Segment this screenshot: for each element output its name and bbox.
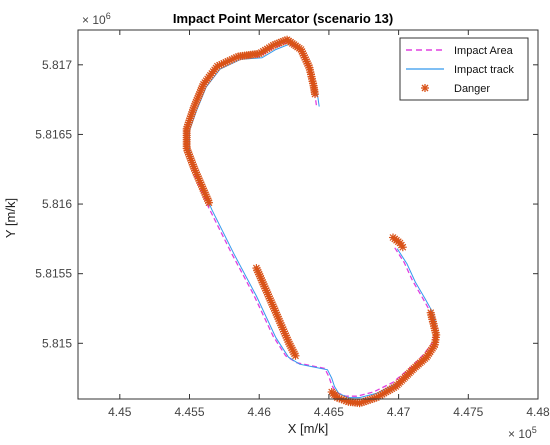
x-tick-label: 4.46 (248, 405, 272, 419)
x-tick-label: 4.455 (174, 405, 204, 419)
y-tick-label: 5.815 (42, 336, 72, 350)
y-exponent-label: × 106 (82, 11, 111, 27)
danger-marker (291, 351, 300, 360)
chart-title: Impact Point Mercator (scenario 13) (173, 11, 393, 26)
y-exponent-base: × 10 (82, 13, 106, 27)
ticks-layer: 4.45 4.455 4.46 4.465 4.47 4.475 4.48 5.815 5.81… (35, 30, 550, 419)
y-exponent-power: 6 (106, 11, 111, 21)
danger-marker (426, 308, 435, 317)
x-tick-label: 4.45 (108, 405, 132, 419)
y-axis-label: Y [m/k] (3, 198, 18, 238)
legend-label-impact-track: Impact track (454, 64, 514, 76)
x-tick-label: 4.48 (526, 405, 550, 419)
x-exponent-label: × 105 (508, 425, 537, 440)
x-tick-label: 4.465 (314, 405, 344, 419)
x-tick-label: 4.475 (453, 405, 483, 419)
series-line-impact-area (186, 41, 436, 397)
legend: Impact Area Impact track Danger (399, 37, 529, 101)
x-tick-label: 4.47 (387, 405, 411, 419)
danger-marker (398, 243, 407, 252)
x-exponent-base: × 10 (508, 427, 532, 440)
legend-label-danger: Danger (454, 83, 490, 95)
axes-box (77, 29, 539, 400)
y-tick-label: 5.816 (42, 197, 72, 211)
y-tick-label: 5.817 (42, 58, 72, 72)
legend-label-impact-area: Impact Area (454, 45, 514, 57)
x-axis-label: X [m/k] (288, 421, 328, 436)
y-tick-label: 5.8165 (35, 127, 72, 141)
danger-marker (205, 198, 213, 207)
y-tick-label: 5.8155 (35, 267, 72, 281)
legend-swatch-danger (421, 84, 429, 92)
x-exponent-power: 5 (532, 425, 537, 435)
plot-area (182, 35, 441, 408)
